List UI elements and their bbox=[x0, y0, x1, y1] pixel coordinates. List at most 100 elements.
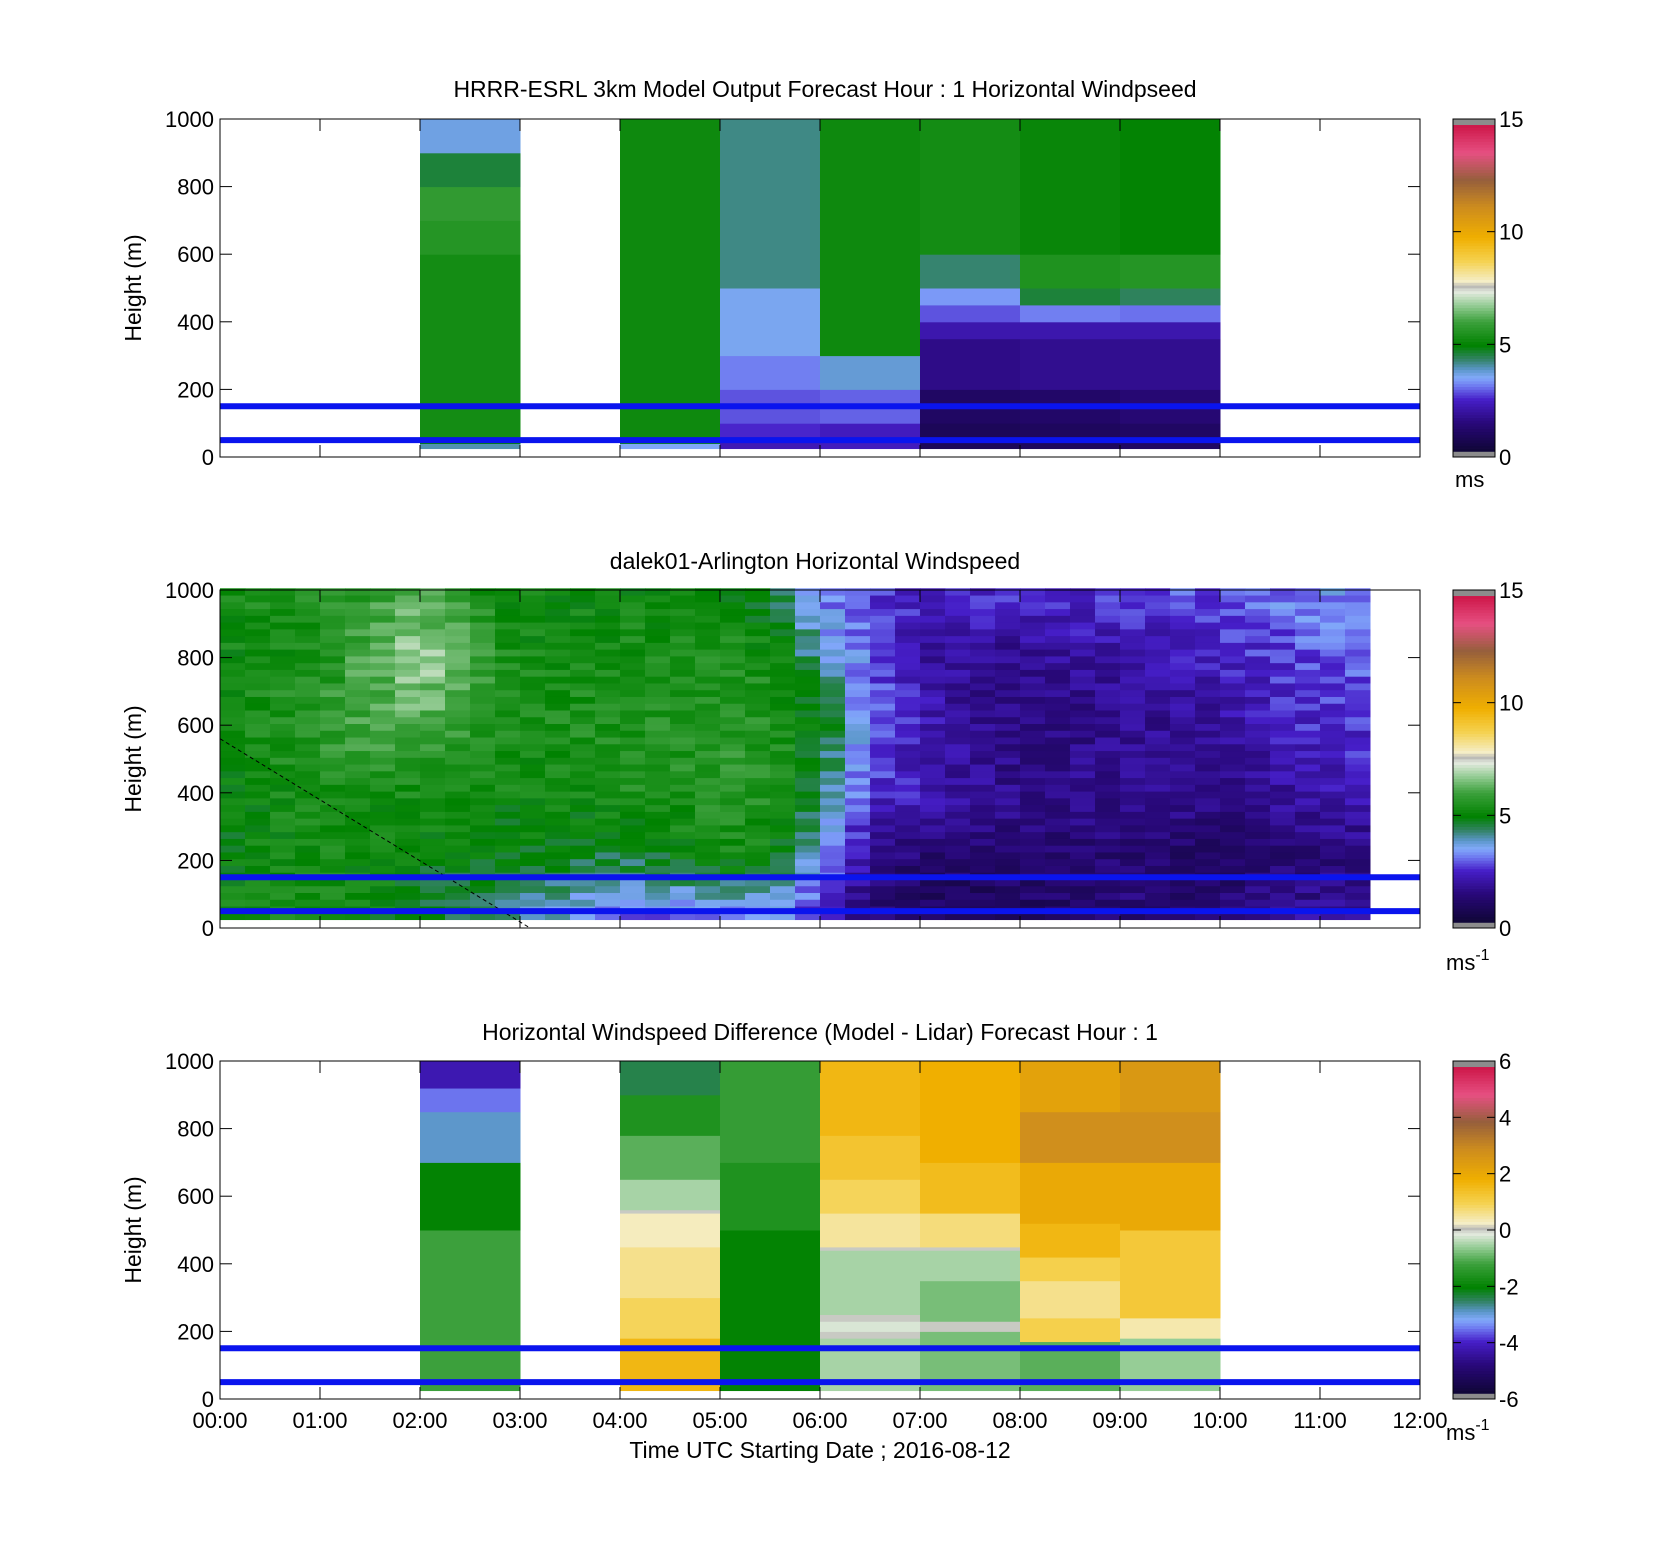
heatmap-cell bbox=[1095, 737, 1121, 745]
heatmap-cell bbox=[1045, 669, 1071, 677]
heatmap-cell bbox=[970, 845, 996, 853]
heatmap-cell bbox=[345, 770, 371, 779]
heatmap-cell bbox=[820, 845, 846, 853]
heatmap-cell bbox=[395, 757, 421, 765]
heatmap-cell bbox=[820, 588, 846, 596]
heatmap-cell bbox=[620, 865, 646, 873]
heatmap-cell bbox=[1120, 865, 1146, 873]
heatmap-cell bbox=[220, 797, 246, 806]
heatmap-cell bbox=[945, 676, 971, 684]
heatmap-cell bbox=[1095, 608, 1121, 616]
heatmap-cell bbox=[545, 824, 571, 833]
heatmap-cell bbox=[445, 865, 471, 873]
heatmap-cell bbox=[345, 676, 371, 684]
heatmap-cell bbox=[495, 743, 521, 752]
heatmap-cell bbox=[270, 730, 296, 738]
heatmap-cell bbox=[920, 878, 946, 887]
heatmap-cell bbox=[1195, 635, 1221, 643]
heatmap-cell bbox=[570, 716, 596, 725]
heatmap-cell bbox=[920, 885, 946, 894]
colorbar-segment bbox=[1453, 891, 1495, 895]
heatmap-cell bbox=[295, 655, 321, 664]
heatmap-cell bbox=[945, 615, 971, 623]
heatmap-cell bbox=[1045, 858, 1071, 866]
heatmap-cell bbox=[345, 689, 371, 697]
heatmap-cell bbox=[1170, 703, 1196, 711]
heatmap-cell bbox=[470, 655, 496, 664]
heatmap-cell bbox=[270, 676, 296, 684]
heatmap-cell bbox=[1195, 615, 1221, 623]
heatmap-cell bbox=[445, 682, 471, 691]
heatmap-cell bbox=[1145, 628, 1171, 637]
heatmap-cell bbox=[945, 669, 971, 677]
heatmap-cell bbox=[1220, 824, 1246, 833]
heatmap-cell bbox=[620, 757, 646, 765]
heatmap-cell bbox=[395, 804, 421, 812]
colorbar-tick-label: 5 bbox=[1499, 332, 1511, 357]
heatmap-cell bbox=[870, 716, 896, 725]
heatmap-cell bbox=[1095, 601, 1121, 610]
heatmap-cell bbox=[395, 662, 421, 670]
colorbar-segment bbox=[1453, 265, 1495, 269]
heatmap-cell bbox=[470, 622, 496, 630]
heatmap-cell bbox=[695, 628, 721, 637]
heatmap-cell bbox=[1120, 824, 1146, 833]
heatmap-cell bbox=[1070, 703, 1096, 711]
heatmap-cell bbox=[245, 655, 271, 664]
heatmap-cell bbox=[1220, 608, 1246, 616]
heatmap-cell bbox=[1120, 615, 1146, 623]
heatmap-cell bbox=[1095, 791, 1121, 799]
heatmap-cell bbox=[970, 899, 996, 907]
heatmap-cell bbox=[870, 892, 896, 900]
heatmap-cell bbox=[345, 615, 371, 623]
heatmap-cell bbox=[545, 750, 571, 758]
heatmap-cell bbox=[345, 858, 371, 866]
colorbar-segment bbox=[1453, 285, 1495, 289]
heatmap-cell bbox=[820, 797, 846, 806]
heatmap-cell bbox=[920, 628, 946, 637]
colorbar-segment bbox=[1453, 220, 1495, 224]
heatmap-cell bbox=[670, 824, 696, 833]
heatmap-cell bbox=[445, 824, 471, 833]
heatmap-cell bbox=[1170, 628, 1196, 637]
heatmap-cell bbox=[720, 878, 746, 887]
heatmap-cell bbox=[1045, 824, 1071, 833]
heatmap-cell bbox=[1070, 628, 1096, 637]
heatmap-cell bbox=[720, 119, 821, 289]
colorbar-segment bbox=[1453, 183, 1495, 187]
colorbar-segment bbox=[1453, 804, 1495, 808]
heatmap-cell bbox=[320, 811, 346, 819]
heatmap-cell bbox=[320, 878, 346, 887]
heatmap-cell bbox=[220, 703, 246, 711]
heatmap-cell bbox=[1270, 662, 1296, 670]
colorbar-segment bbox=[1453, 823, 1495, 827]
heatmap-cell bbox=[970, 709, 996, 718]
heatmap-cell bbox=[1020, 709, 1046, 718]
heatmap-cell bbox=[1295, 770, 1321, 779]
heatmap-cell bbox=[895, 723, 921, 731]
heatmap-cell bbox=[620, 730, 646, 738]
heatmap-cell bbox=[920, 845, 946, 853]
heatmap-cell bbox=[920, 892, 946, 900]
colorbar-segment bbox=[1453, 916, 1495, 920]
colorbar-segment bbox=[1453, 428, 1495, 433]
heatmap-cell bbox=[1170, 642, 1196, 650]
heatmap-cell bbox=[945, 649, 971, 657]
heatmap-cell bbox=[1345, 676, 1371, 684]
colorbar-segment bbox=[1453, 1089, 1495, 1093]
heatmap-cell bbox=[895, 858, 921, 866]
heatmap-cell bbox=[495, 709, 521, 718]
heatmap-cell bbox=[970, 716, 996, 725]
heatmap-cell bbox=[445, 777, 471, 785]
heatmap-cell bbox=[1270, 737, 1296, 745]
heatmap-cell bbox=[545, 689, 571, 697]
colorbar-segment bbox=[1453, 1382, 1495, 1386]
colorbar-segment bbox=[1453, 722, 1495, 726]
heatmap-cell bbox=[895, 818, 921, 826]
heatmap-cell bbox=[1020, 831, 1046, 839]
heatmap-cell bbox=[845, 703, 871, 711]
heatmap-cell bbox=[495, 878, 521, 887]
colorbar-segment bbox=[1453, 397, 1495, 402]
heatmap-cell bbox=[1070, 811, 1096, 819]
colorbar-segment bbox=[1453, 643, 1495, 647]
